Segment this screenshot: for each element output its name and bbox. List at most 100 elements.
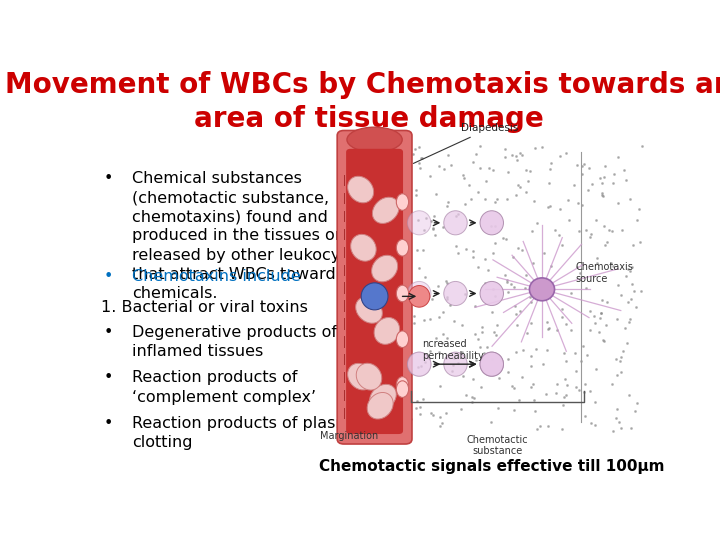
Point: [441, 295, 453, 303]
Point: [510, 191, 522, 199]
Text: 1. Bacterial or viral toxins: 1. Bacterial or viral toxins: [101, 300, 308, 315]
Ellipse shape: [396, 331, 409, 348]
Point: [551, 326, 562, 334]
Point: [625, 294, 636, 303]
Point: [433, 313, 445, 322]
Point: [622, 298, 634, 306]
Point: [415, 286, 427, 295]
Point: [624, 195, 636, 204]
Point: [415, 410, 426, 418]
Point: [450, 241, 462, 250]
Point: [549, 226, 561, 234]
Point: [456, 321, 468, 330]
Point: [490, 291, 501, 300]
Point: [595, 309, 607, 318]
Ellipse shape: [361, 283, 388, 310]
Point: [455, 405, 467, 414]
Point: [463, 180, 474, 189]
Point: [487, 249, 498, 258]
Point: [486, 354, 498, 363]
Point: [545, 159, 557, 167]
Point: [426, 409, 437, 417]
Ellipse shape: [369, 384, 396, 410]
Ellipse shape: [372, 255, 397, 282]
Point: [580, 225, 592, 234]
Point: [514, 183, 526, 192]
Point: [541, 389, 552, 398]
Point: [633, 205, 644, 213]
Point: [420, 214, 432, 222]
Point: [480, 255, 491, 264]
Point: [413, 143, 424, 151]
Point: [577, 342, 588, 350]
Point: [608, 427, 619, 435]
Point: [623, 391, 634, 400]
Point: [636, 141, 648, 150]
Point: [494, 374, 505, 383]
Point: [503, 287, 514, 296]
Point: [570, 367, 582, 376]
Point: [445, 160, 456, 169]
Ellipse shape: [480, 352, 503, 376]
Point: [489, 222, 500, 231]
Point: [628, 241, 639, 249]
Point: [589, 420, 600, 429]
Ellipse shape: [408, 352, 431, 376]
Point: [510, 152, 521, 161]
Point: [607, 179, 618, 187]
Point: [520, 187, 531, 196]
Point: [442, 151, 454, 159]
Point: [474, 142, 486, 151]
Point: [408, 312, 420, 320]
Point: [606, 226, 618, 235]
Ellipse shape: [444, 352, 467, 376]
Point: [442, 293, 454, 301]
Point: [441, 333, 452, 342]
Point: [629, 286, 640, 295]
Point: [503, 167, 514, 176]
Point: [516, 151, 528, 159]
Point: [453, 249, 464, 258]
Point: [619, 324, 631, 333]
Point: [521, 328, 533, 337]
Point: [418, 226, 429, 234]
Point: [437, 308, 449, 316]
Point: [432, 282, 444, 291]
Text: •: •: [104, 416, 113, 431]
Point: [431, 334, 442, 342]
Point: [601, 238, 613, 247]
Text: Chemotaxins include: Chemotaxins include: [132, 268, 301, 284]
Point: [623, 318, 634, 326]
Point: [415, 164, 426, 172]
Point: [588, 312, 600, 320]
Ellipse shape: [356, 297, 382, 323]
Point: [411, 246, 423, 254]
Point: [560, 320, 572, 328]
Point: [437, 329, 449, 338]
Point: [412, 362, 423, 371]
Text: •: •: [104, 370, 113, 386]
Point: [556, 424, 567, 433]
Point: [560, 148, 572, 157]
Point: [554, 204, 566, 213]
Point: [528, 395, 540, 404]
Point: [413, 264, 425, 273]
Point: [563, 216, 575, 225]
Point: [534, 422, 546, 431]
Point: [408, 150, 419, 158]
Point: [467, 397, 478, 406]
Point: [501, 195, 513, 204]
Point: [631, 303, 642, 312]
Point: [419, 272, 431, 281]
Point: [452, 210, 464, 218]
Point: [513, 181, 524, 190]
Point: [616, 368, 627, 376]
Point: [566, 289, 577, 298]
Ellipse shape: [347, 127, 402, 152]
Point: [429, 230, 441, 239]
Point: [405, 360, 416, 369]
Point: [500, 145, 511, 153]
Point: [499, 271, 510, 280]
Point: [498, 234, 509, 242]
Point: [586, 180, 598, 188]
